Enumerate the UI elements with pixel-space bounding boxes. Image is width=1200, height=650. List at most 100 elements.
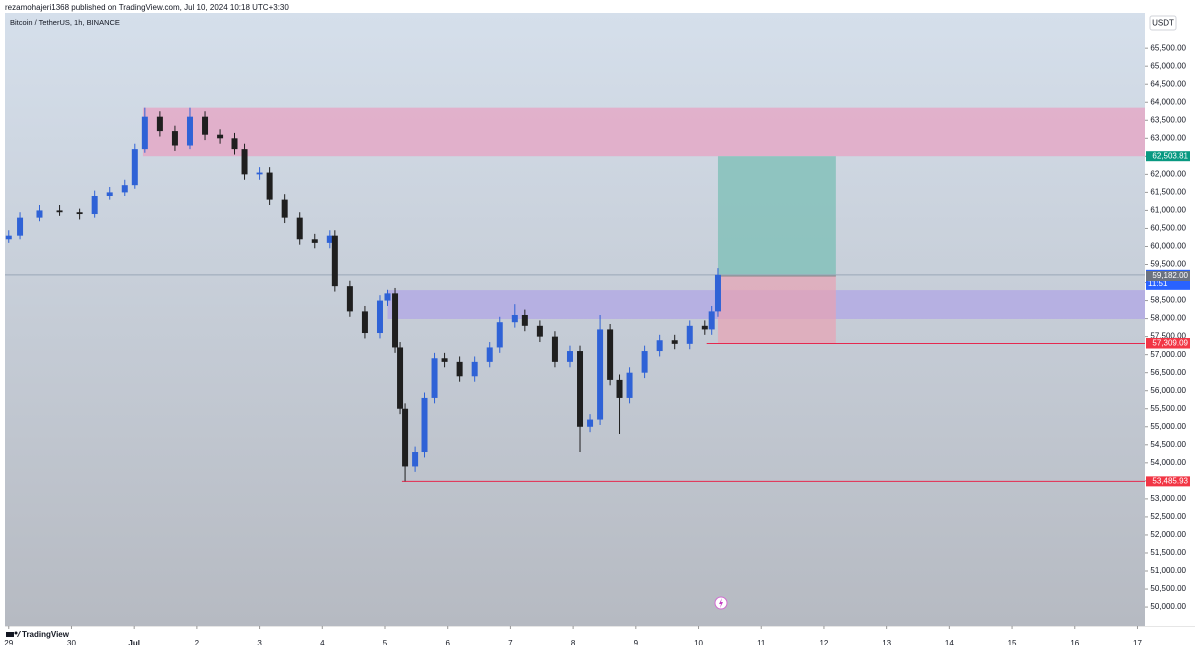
y-tick-label: 58,500.00	[1150, 296, 1186, 305]
y-tick-label: 54,000.00	[1150, 458, 1186, 467]
y-tick-label: 58,000.00	[1150, 314, 1186, 323]
y-tick-label: 64,500.00	[1150, 79, 1186, 88]
x-tick-label: 3	[257, 639, 262, 645]
y-tick-label: 56,000.00	[1150, 386, 1186, 395]
y-tick-label: 61,000.00	[1150, 206, 1186, 215]
y-tick-label: 52,500.00	[1150, 512, 1186, 521]
x-tick-label: 11	[757, 639, 766, 645]
zone	[142, 107, 1145, 157]
x-tick-label: 7	[508, 639, 513, 645]
candle-body	[471, 361, 478, 377]
y-tick-label: 56,500.00	[1150, 368, 1186, 377]
x-tick-label: 15	[1008, 639, 1017, 645]
candle-body	[412, 452, 419, 467]
candle-body	[296, 217, 303, 240]
candle-body	[431, 358, 438, 398]
x-tick-label: 14	[945, 639, 954, 645]
x-tick-label: 5	[383, 639, 388, 645]
y-tick-label: 57,500.00	[1150, 332, 1186, 341]
y-tick-label: 65,000.00	[1150, 61, 1186, 70]
candle-body	[402, 408, 409, 467]
x-tick-label: 10	[694, 639, 703, 645]
price-label-box	[1146, 270, 1190, 281]
candle-body	[331, 235, 338, 287]
candle-body	[171, 131, 178, 146]
candle-body	[597, 329, 604, 420]
price-label: 53,485.93	[1152, 476, 1188, 485]
y-tick-label: 61,500.00	[1150, 188, 1186, 197]
candle-body	[141, 116, 148, 150]
x-tick-label: 16	[1070, 639, 1079, 645]
x-tick-label: 29	[4, 639, 13, 645]
candle-body	[708, 311, 715, 330]
candle-body	[456, 361, 463, 377]
x-tick-label: 2	[195, 639, 200, 645]
candle-body	[714, 274, 721, 312]
x-tick-label: 17	[1133, 639, 1142, 645]
candle-body	[511, 314, 518, 323]
y-tick-label: 50,500.00	[1150, 584, 1186, 593]
candle-body	[106, 192, 113, 196]
symbol-title: Bitcoin / TetherUS, 1h, BINANCE	[10, 18, 120, 27]
candle-body	[656, 340, 663, 352]
x-tick-label: 6	[445, 639, 450, 645]
candle-body	[131, 149, 138, 186]
candle-body	[441, 358, 448, 362]
x-tick-label: Jul	[128, 639, 140, 645]
x-tick-label: 30	[67, 639, 76, 645]
candle-body	[346, 286, 353, 312]
candle-body	[231, 138, 238, 150]
x-tick-label: 9	[634, 639, 639, 645]
candle-body	[607, 329, 614, 380]
candle-body	[397, 347, 404, 409]
y-tick-label: 57,000.00	[1150, 350, 1186, 359]
candle-body	[266, 172, 273, 200]
byline: rezamohajeri1368 published on TradingVie…	[5, 3, 289, 12]
x-tick-label: 12	[819, 639, 828, 645]
price-label: 57,309.09	[1152, 339, 1188, 348]
y-tick-label: 63,000.00	[1150, 133, 1186, 142]
loss-zone	[717, 275, 836, 344]
candle-body	[496, 322, 503, 348]
profit-zone	[717, 156, 836, 276]
candle-body	[521, 314, 528, 326]
y-tick-label: 62,000.00	[1150, 169, 1186, 178]
candle-body	[121, 185, 128, 193]
brand: TradingView	[22, 630, 70, 639]
candle-body	[36, 210, 43, 218]
candle-body	[384, 293, 391, 301]
lightning-icon	[714, 596, 728, 610]
y-tick-label: 53,000.00	[1150, 494, 1186, 503]
axis-border	[5, 626, 1195, 627]
y-tick-label: 65,500.00	[1150, 43, 1186, 52]
candle-body	[326, 235, 333, 243]
candle-body	[186, 116, 193, 146]
candle-body	[587, 419, 594, 427]
candle-body	[566, 351, 573, 362]
price-label: 59,182.00	[1152, 271, 1188, 280]
y-tick-label: 51,000.00	[1150, 566, 1186, 575]
candle-body	[671, 340, 678, 344]
candle-body	[361, 311, 368, 334]
candle-body	[701, 325, 708, 330]
y-tick-label: 64,000.00	[1150, 97, 1186, 106]
candle-body	[76, 212, 83, 215]
price-label: 62,503.81	[1152, 151, 1188, 160]
y-tick-label: 60,500.00	[1150, 224, 1186, 233]
y-tick-label: 55,000.00	[1150, 422, 1186, 431]
candle-body	[686, 325, 693, 344]
x-tick-label: 13	[882, 639, 891, 645]
price-label-box	[1146, 338, 1190, 349]
candle-body	[241, 149, 248, 175]
y-tick-label: 60,000.00	[1150, 242, 1186, 251]
tv-logo	[6, 631, 21, 637]
y-tick-label: 59,500.00	[1150, 260, 1186, 269]
candle-body	[536, 325, 543, 337]
candle-body	[551, 336, 558, 362]
y-tick-label: 55,500.00	[1150, 404, 1186, 413]
candle-body	[641, 351, 648, 373]
candle-body	[281, 199, 288, 218]
candle-body	[202, 116, 209, 135]
x-tick-label: 8	[571, 639, 576, 645]
